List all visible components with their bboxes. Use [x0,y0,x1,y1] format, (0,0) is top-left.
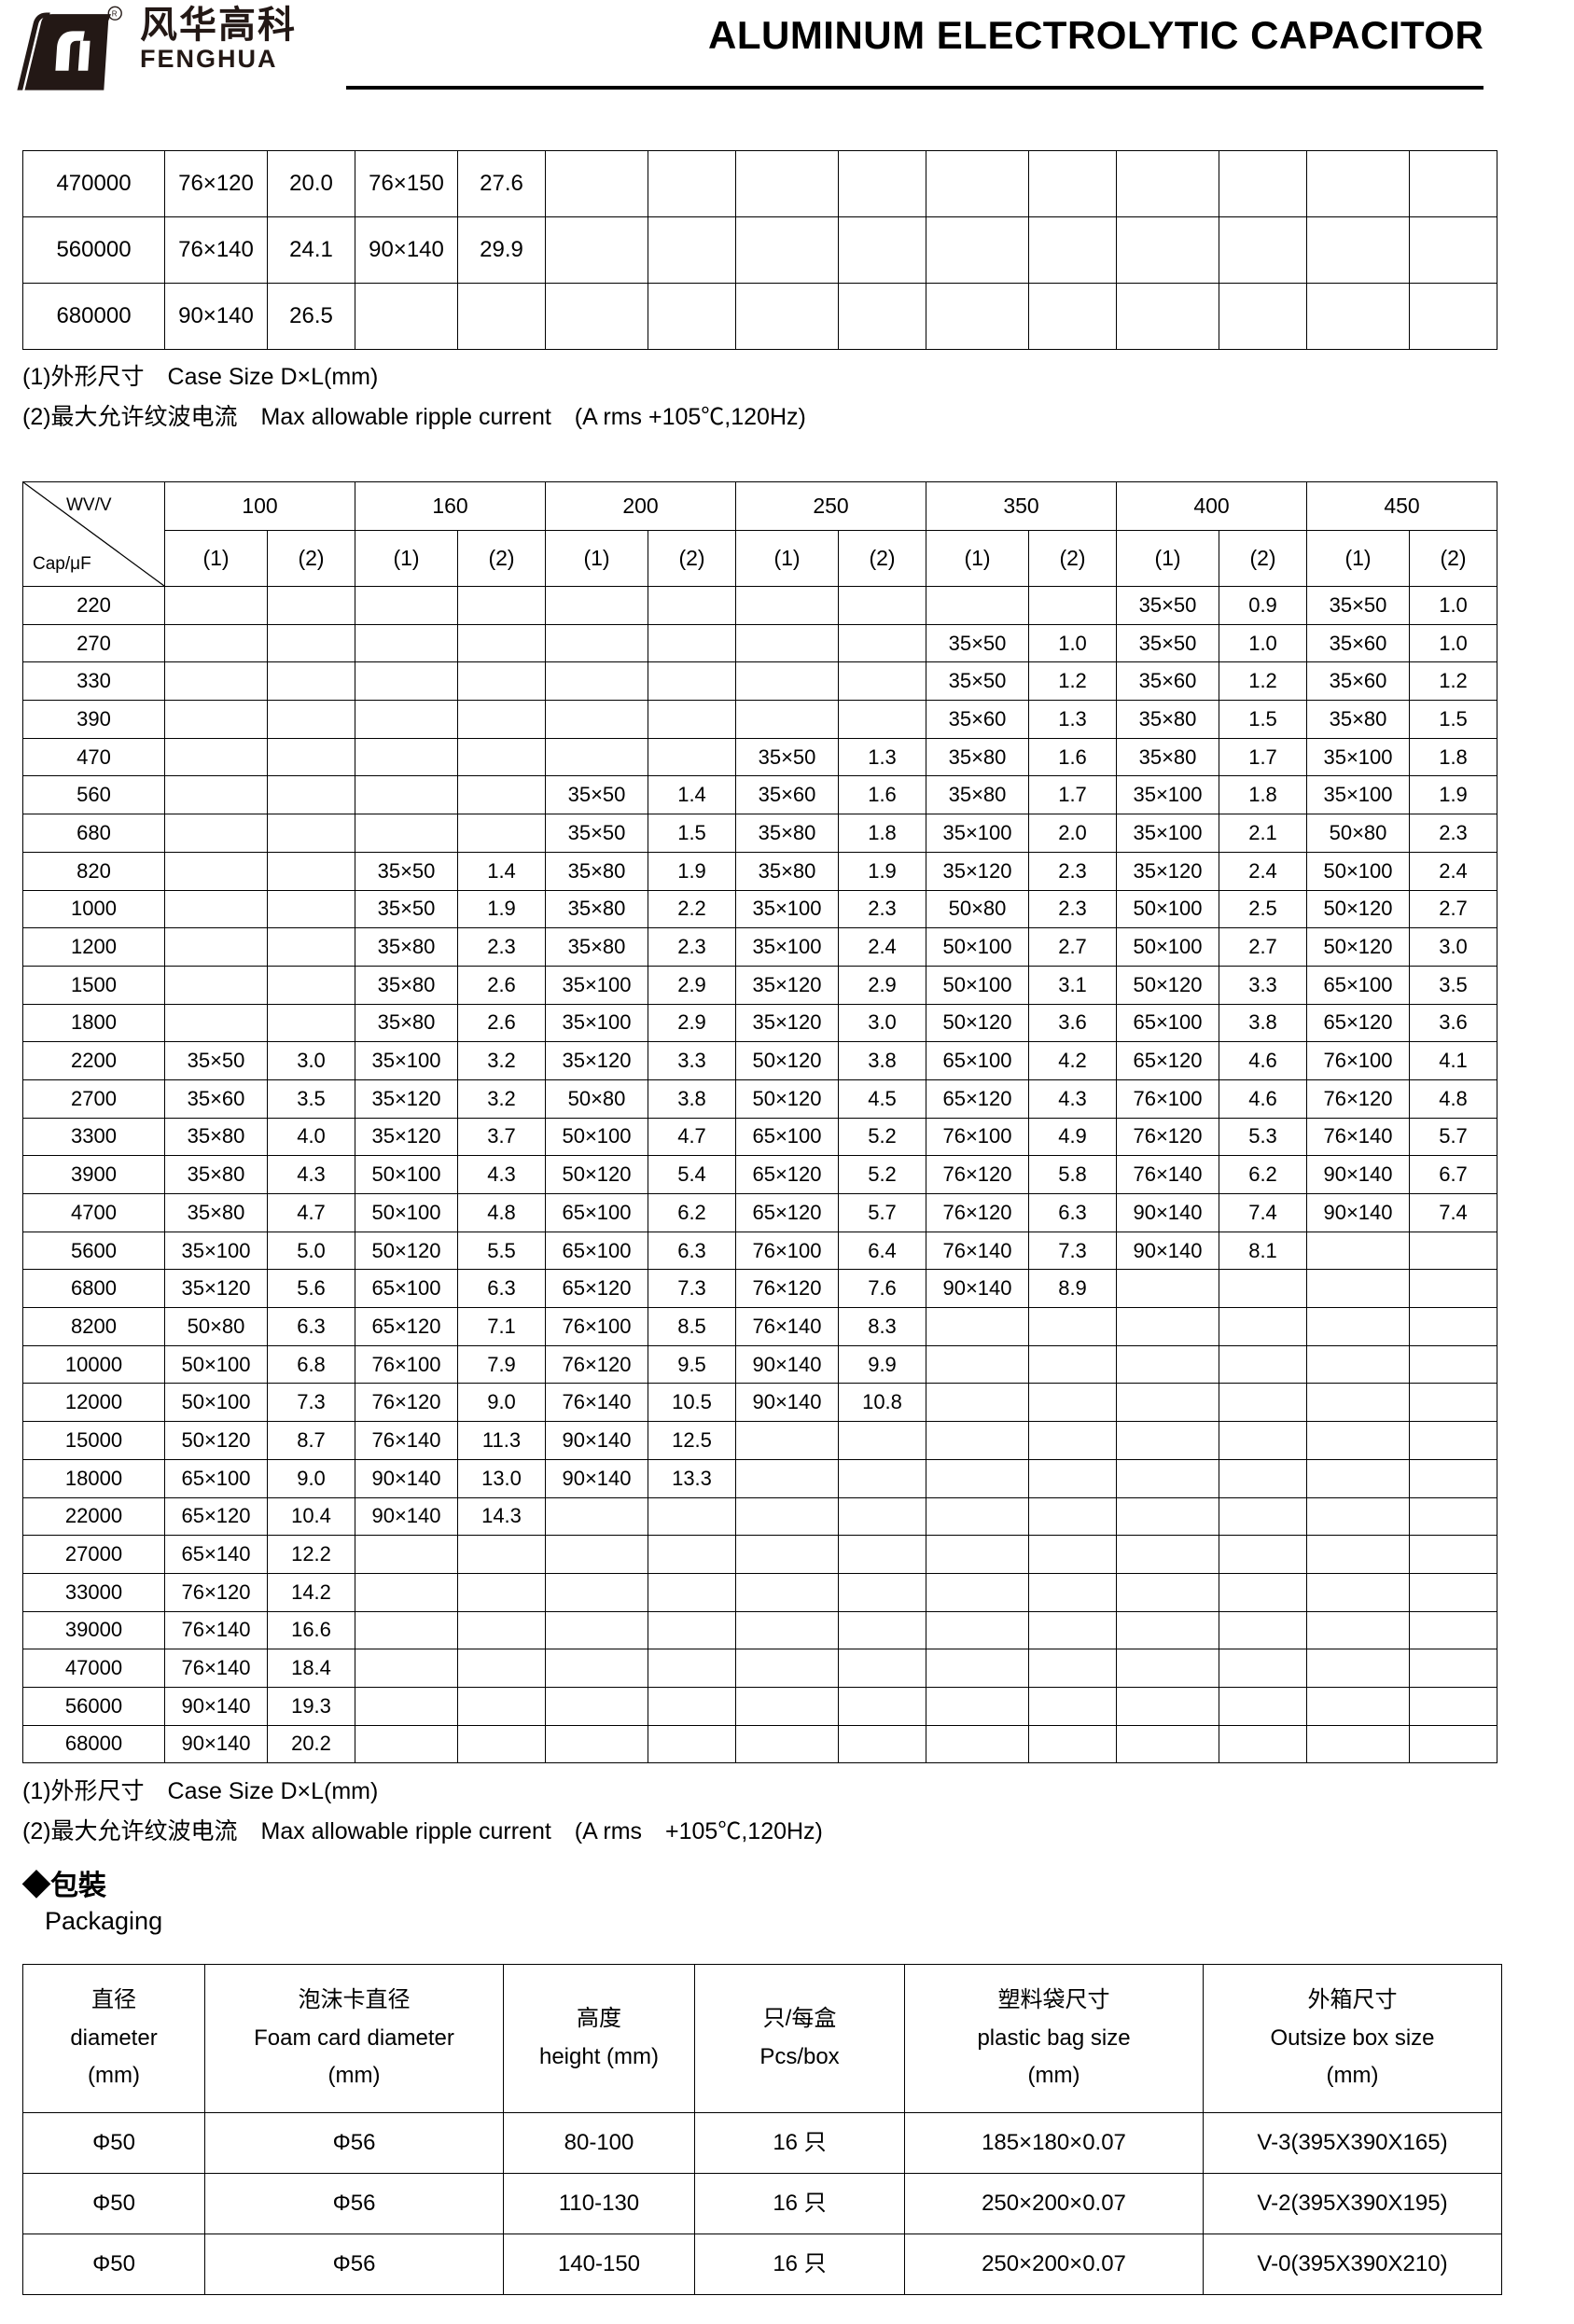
svg-text:R: R [112,9,118,18]
